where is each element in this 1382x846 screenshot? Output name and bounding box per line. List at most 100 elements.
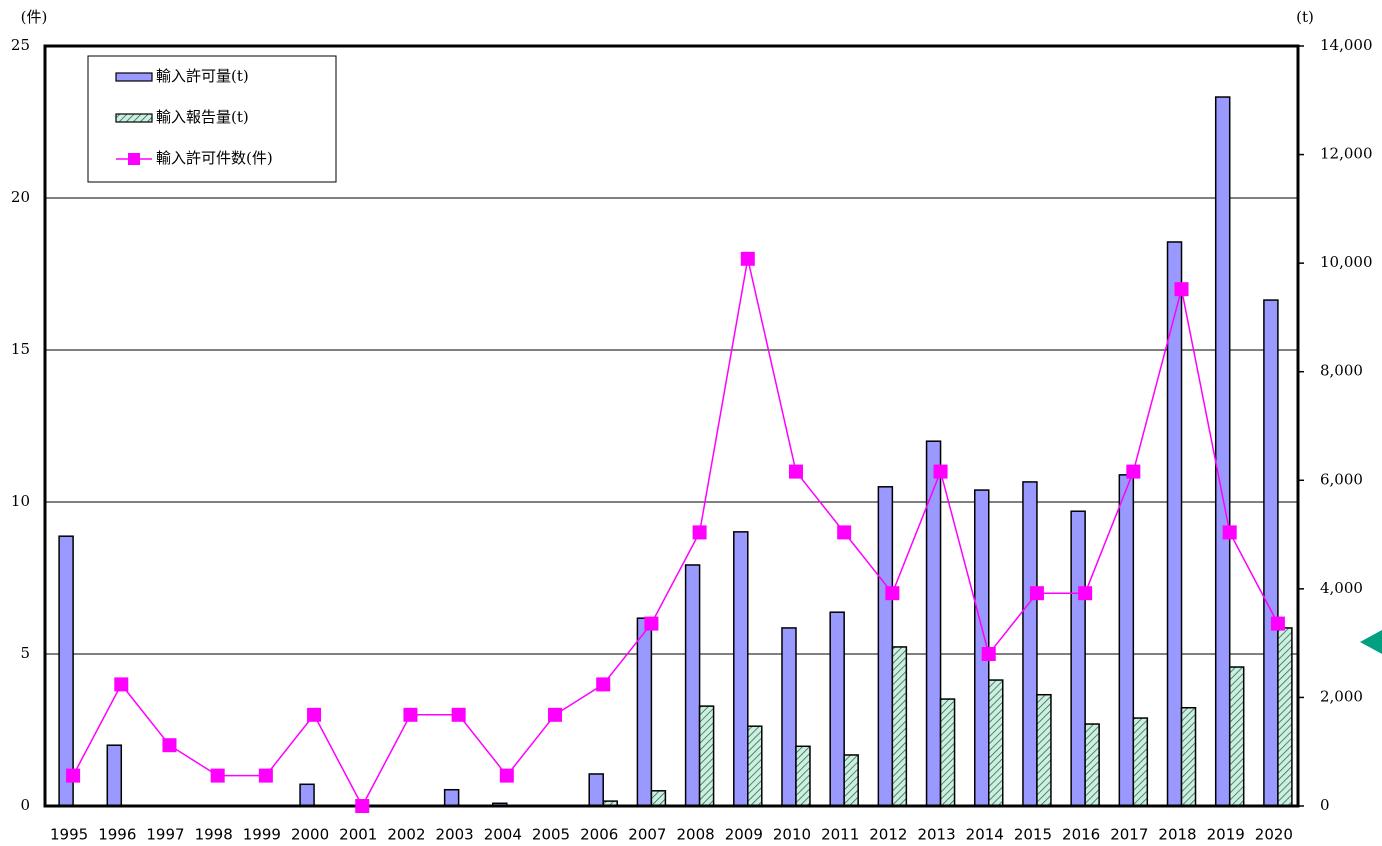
marker <box>258 768 273 783</box>
bar <box>1036 693 1052 807</box>
bar <box>747 725 763 807</box>
bar <box>1118 474 1135 807</box>
bar <box>939 698 956 807</box>
y-unit: (件) <box>21 8 48 26</box>
x-tick-label: 2014 <box>966 826 1004 844</box>
y2-tick-label: 6,000 <box>1320 470 1363 488</box>
x-tick-label: 2004 <box>484 826 522 844</box>
legend-swatch <box>115 72 153 82</box>
bar <box>877 486 894 807</box>
x-tick-label: 2005 <box>532 826 570 844</box>
bar <box>1132 717 1149 807</box>
x-tick-label: 2006 <box>580 826 618 844</box>
x-tick-label: 2008 <box>677 826 715 844</box>
bar <box>299 783 315 807</box>
x-tick-label: 2000 <box>291 826 329 844</box>
bar <box>650 790 667 807</box>
marker <box>1078 586 1093 601</box>
bar <box>781 627 797 807</box>
x-tick-label: 1995 <box>50 826 88 844</box>
marker <box>788 464 803 479</box>
bar <box>988 679 1004 807</box>
bar <box>795 745 811 807</box>
marker <box>885 586 900 601</box>
legend-label: 輸入報告量(t) <box>156 108 249 126</box>
y-tick-label: 25 <box>11 36 30 54</box>
bar <box>443 788 460 807</box>
marker <box>403 707 418 722</box>
bar <box>891 646 908 807</box>
legend-swatch <box>128 153 140 165</box>
x-tick-label: 2009 <box>725 826 763 844</box>
x-tick-label: 2002 <box>387 826 425 844</box>
bar <box>1180 706 1197 807</box>
marker <box>1222 525 1237 540</box>
x-tick-label: 2003 <box>436 826 474 844</box>
x-tick-label: 2011 <box>821 826 859 844</box>
marker <box>114 677 129 692</box>
legend-swatch <box>115 113 153 123</box>
y-tick-label: 5 <box>20 644 30 662</box>
marker <box>740 251 755 266</box>
marker <box>451 707 466 722</box>
plot-frame <box>43 44 1300 808</box>
marker <box>1029 586 1044 601</box>
bar <box>636 617 653 807</box>
x-tick-label: 2013 <box>917 826 955 844</box>
y2-tick-label: 4,000 <box>1320 579 1363 597</box>
marker <box>596 677 611 692</box>
bar <box>1022 481 1038 807</box>
marker <box>981 647 996 661</box>
x-tick-label: 2015 <box>1014 826 1052 844</box>
y2-tick-label: 0 <box>1320 796 1330 814</box>
y2-tick-label: 14,000 <box>1320 36 1373 54</box>
marker <box>307 707 322 722</box>
marker <box>933 464 948 479</box>
bar <box>1263 299 1279 807</box>
y2-tick-label: 8,000 <box>1320 362 1363 380</box>
x-tick-label: 1999 <box>243 826 281 844</box>
bar <box>1228 666 1245 807</box>
marker <box>499 768 514 783</box>
bar <box>58 535 74 807</box>
x-tick-label: 2020 <box>1255 826 1293 844</box>
bar <box>925 440 942 807</box>
bar <box>733 531 749 807</box>
y2-tick-label: 2,000 <box>1320 687 1363 705</box>
marker <box>162 738 177 753</box>
x-tick-label: 2012 <box>869 826 907 844</box>
legend-label: 輸入許可量(t) <box>156 67 249 85</box>
marker <box>837 525 852 540</box>
x-tick-label: 1996 <box>98 826 136 844</box>
y-tick-label: 0 <box>20 796 30 814</box>
bar <box>1070 510 1086 807</box>
x-tick-label: 2018 <box>1158 826 1196 844</box>
bar <box>588 773 604 807</box>
legend: 輸入許可量(t) 輸入報告量(t) 輸入許可件数(件) <box>87 55 337 183</box>
bar <box>684 564 701 807</box>
bar <box>843 754 859 807</box>
bar <box>1084 723 1100 807</box>
y2-tick-label: 10,000 <box>1320 253 1373 271</box>
marker <box>355 799 370 813</box>
y-tick-label: 20 <box>11 188 30 206</box>
y-tick-label: 15 <box>11 340 30 358</box>
bar <box>698 705 715 807</box>
y2-tick-label: 12,000 <box>1320 145 1373 163</box>
marker <box>1126 464 1141 479</box>
marker <box>644 616 659 631</box>
x-tick-label: 2010 <box>773 826 811 844</box>
marker <box>692 525 707 540</box>
legend-label: 輸入許可件数(件) <box>156 149 273 167</box>
x-tick-label: 2001 <box>339 826 377 844</box>
bar <box>829 611 845 807</box>
x-tick-label: 2016 <box>1062 826 1100 844</box>
decoration <box>1360 630 1382 654</box>
marker <box>548 707 563 722</box>
marker <box>210 768 225 783</box>
x-tick-label: 2019 <box>1207 826 1245 844</box>
bar <box>106 744 123 807</box>
x-tick-label: 1998 <box>195 826 233 844</box>
x-tick-label: 2017 <box>1110 826 1148 844</box>
